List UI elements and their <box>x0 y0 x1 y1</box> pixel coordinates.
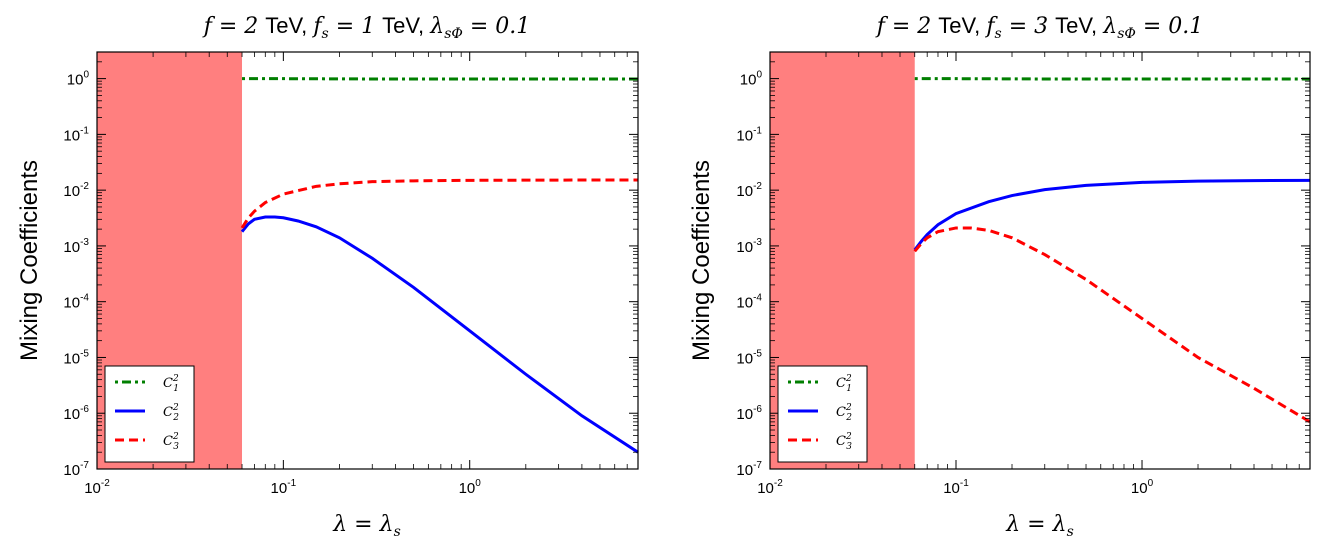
y-tick-label: 10-3 <box>63 237 89 256</box>
y-tick-label: 10-4 <box>736 293 762 312</box>
legend: C2 1 C2 2 C2 3 <box>104 365 195 463</box>
x-tick-label: 100 <box>459 478 482 497</box>
series-line-2 <box>913 178 1311 251</box>
x-axis-label: λ = λs <box>332 512 401 540</box>
plot-frame <box>769 51 1311 470</box>
y-tick-label: 10-2 <box>63 181 89 200</box>
y-tick-label: 100 <box>67 70 90 89</box>
y-tick-label: 10-3 <box>736 237 762 256</box>
y-axis-label: Mixing Coefficients <box>688 160 715 361</box>
series-line-3 <box>913 226 1311 424</box>
y-tick-label: 10-5 <box>736 348 762 367</box>
y-axis-label: Mixing Coefficients <box>16 160 43 361</box>
chart-panel-2: 10-2 10-1 100 10-7 10-6 10-5 10-4 10-3 10-2 10-1 1… <box>688 13 1311 540</box>
chart-title: f = 2 TeV, fs = 3 TeV, λsΦ = 0.1 <box>875 13 1204 42</box>
y-tick-label: 10-5 <box>63 348 89 367</box>
x-tick-label: 10-2 <box>84 478 110 497</box>
x-tick-label: 10-1 <box>943 478 969 497</box>
plot-frame <box>96 51 639 470</box>
y-tick-label: 10-1 <box>63 125 89 144</box>
y-tick-label: 10-7 <box>63 460 89 479</box>
y-tick-label: 10-6 <box>736 404 762 423</box>
y-tick-label: 100 <box>740 70 763 89</box>
legend-label-1: C2 1 <box>163 374 179 394</box>
x-tick-label: 100 <box>1131 478 1154 497</box>
x-tick-label: 10-2 <box>757 478 783 497</box>
legend-label-2: C2 2 <box>163 403 179 423</box>
y-tick-label: 10-2 <box>736 181 762 200</box>
series-line-3 <box>240 178 638 229</box>
legend: C2 1 C2 2 C2 3 <box>777 365 868 463</box>
legend-label-3: C2 3 <box>163 432 179 452</box>
series-line-2 <box>240 215 639 454</box>
y-tick-label: 10-7 <box>736 460 762 479</box>
y-tick-label: 10-6 <box>63 404 89 423</box>
x-axis-label: λ = λs <box>1005 512 1074 540</box>
legend-label-1: C2 1 <box>836 374 852 394</box>
legend-box <box>104 365 195 463</box>
y-tick-label: 10-1 <box>736 125 762 144</box>
legend-label-3: C2 3 <box>836 432 852 452</box>
x-tick-label: 10-1 <box>271 478 297 497</box>
chart-title: f = 2 TeV, fs = 1 TeV, λsΦ = 0.1 <box>202 13 531 42</box>
chart-panel-1: 10-2 10-1 100 10-7 10-6 10-5 10-4 10-3 10-2 10-1 1… <box>16 13 639 540</box>
legend-label-2: C2 2 <box>836 403 852 423</box>
y-tick-label: 10-4 <box>63 293 89 312</box>
legend-box <box>777 365 868 463</box>
